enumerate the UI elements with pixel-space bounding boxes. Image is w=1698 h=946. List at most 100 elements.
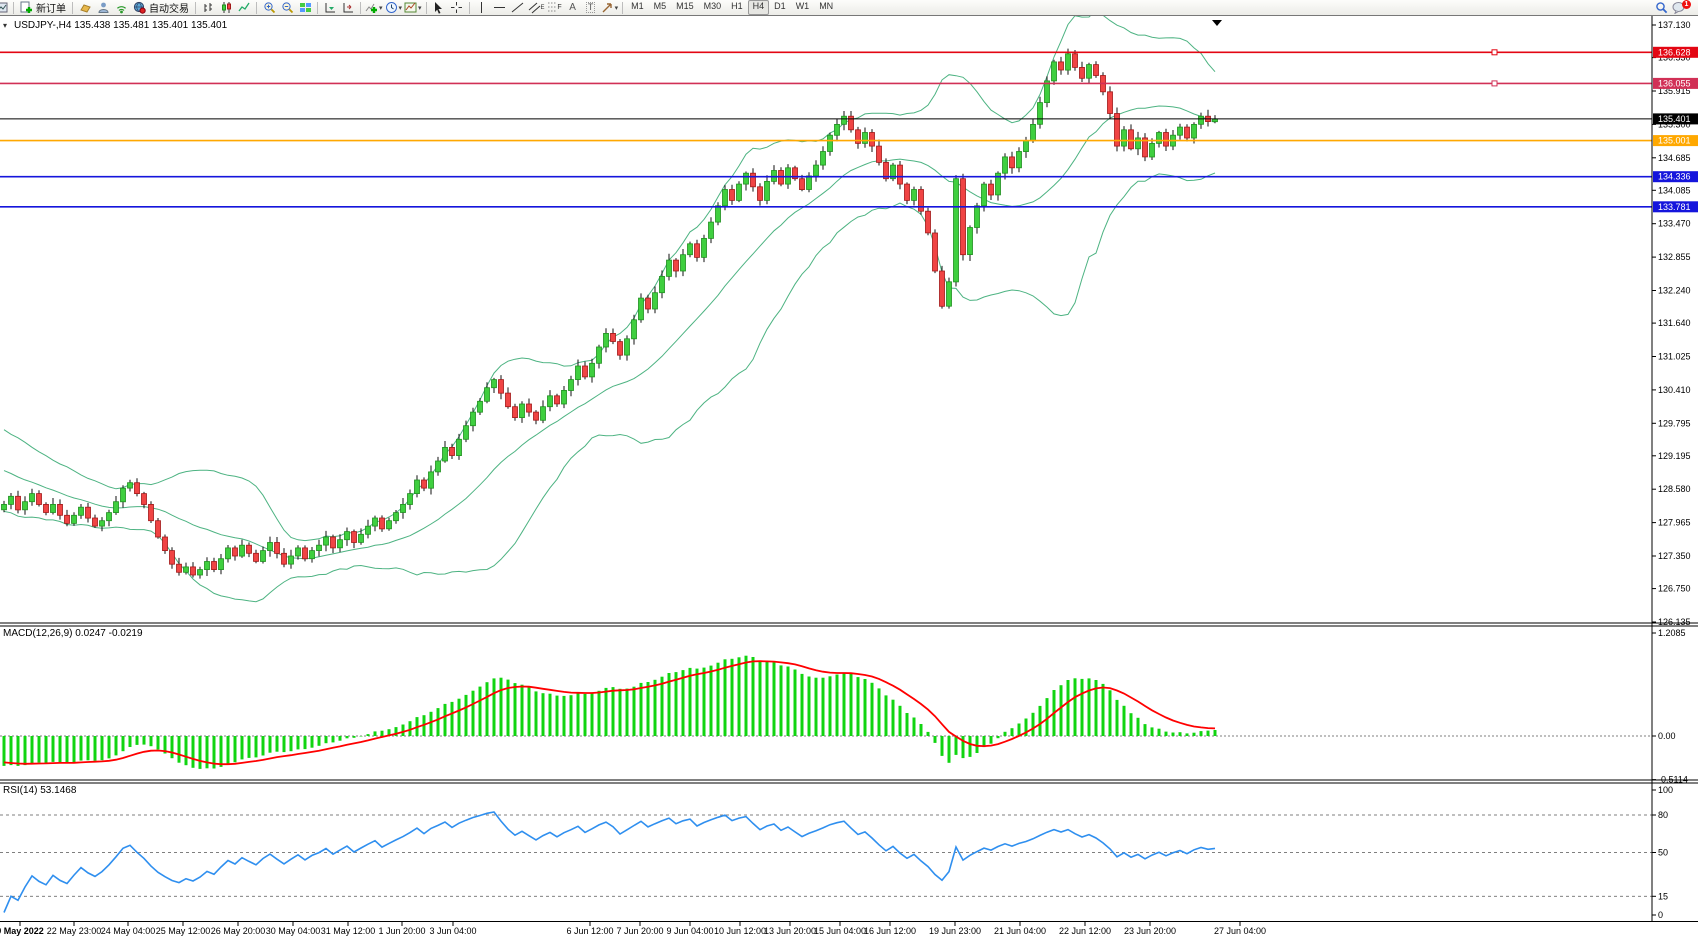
trendline-icon[interactable] bbox=[509, 1, 527, 15]
svg-text:136.055: 136.055 bbox=[1658, 78, 1691, 88]
price-label-135.001: 135.001 bbox=[1653, 135, 1698, 147]
toolbar-separator bbox=[425, 1, 427, 14]
price-line-136.055[interactable] bbox=[0, 80, 1652, 87]
dropdown-arrow-icon[interactable]: ▾ bbox=[418, 4, 422, 12]
rsi-line bbox=[3, 811, 1216, 913]
zoom-in-icon[interactable] bbox=[260, 1, 278, 15]
macd-indicator-label: MACD(12,26,9) 0.0247 -0.0219 bbox=[3, 628, 143, 639]
price-label-136.628: 136.628 bbox=[1653, 46, 1698, 58]
label-glyph: T bbox=[585, 2, 596, 13]
new-order-button[interactable]: 新订单 bbox=[17, 0, 69, 15]
svg-text:133.470: 133.470 bbox=[1658, 219, 1691, 229]
svg-text:134.085: 134.085 bbox=[1658, 185, 1691, 195]
svg-text:9 Jun 04:00: 9 Jun 04:00 bbox=[666, 926, 713, 936]
macd-signal-line bbox=[3, 660, 1216, 766]
timeframe-button-M30[interactable]: M30 bbox=[703, 1, 722, 11]
text-tool-icon[interactable]: A bbox=[564, 1, 582, 15]
timeframe-button-H1[interactable]: H1 bbox=[731, 1, 743, 11]
signals-icon[interactable] bbox=[112, 1, 130, 15]
toolbar: 新订单 自动交易 ▾ ▾ ▾ bbox=[0, 0, 1698, 16]
chart-shift-icon[interactable] bbox=[339, 1, 357, 15]
rsi-indicator-label: RSI(14) 53.1468 bbox=[3, 785, 77, 796]
candles-layer bbox=[1, 48, 1218, 579]
svg-text:129.195: 129.195 bbox=[1658, 451, 1691, 461]
svg-text:15: 15 bbox=[1658, 891, 1668, 901]
timeframe-toolbar: M1 M5 M15 M30 H1 H4 D1 W1 MN bbox=[626, 0, 838, 15]
vertical-line-icon[interactable] bbox=[473, 1, 491, 15]
price-label-135.401: 135.401 bbox=[1653, 113, 1698, 125]
equidistant-channel-icon[interactable]: E bbox=[527, 1, 546, 15]
tile-windows-icon[interactable] bbox=[296, 1, 314, 15]
periods-icon[interactable]: ▾ bbox=[384, 1, 404, 15]
dropdown-arrow-icon[interactable]: ▾ bbox=[398, 4, 403, 12]
text-glyph: A bbox=[569, 2, 576, 13]
notifications-icon[interactable]: 1 bbox=[1670, 0, 1691, 15]
svg-text:19 Jun 23:00: 19 Jun 23:00 bbox=[929, 926, 981, 936]
svg-text:3 Jun 04:00: 3 Jun 04:00 bbox=[429, 926, 476, 936]
svg-text:25 May 12:00: 25 May 12:00 bbox=[156, 926, 211, 936]
arrows-tool-icon[interactable]: ▾ bbox=[600, 1, 620, 15]
search-icon[interactable] bbox=[1652, 1, 1670, 15]
auto-trading-button[interactable]: 自动交易 bbox=[130, 0, 192, 15]
cursor-icon[interactable] bbox=[430, 1, 448, 15]
dropdown-arrow-icon[interactable]: ▾ bbox=[379, 4, 383, 12]
svg-text:126.750: 126.750 bbox=[1658, 584, 1691, 594]
candlestick-chart-icon[interactable] bbox=[217, 1, 235, 15]
templates-icon[interactable]: ▾ bbox=[403, 1, 423, 15]
svg-text:30 May 04:00: 30 May 04:00 bbox=[266, 926, 321, 936]
svg-text:137.130: 137.130 bbox=[1658, 20, 1691, 30]
market-icon[interactable] bbox=[76, 1, 94, 15]
dropdown-arrow-icon[interactable]: ▾ bbox=[614, 4, 619, 12]
svg-text:31 May 12:00: 31 May 12:00 bbox=[321, 926, 376, 936]
price-line-136.628[interactable] bbox=[0, 49, 1652, 56]
svg-text:131.025: 131.025 bbox=[1658, 352, 1691, 362]
svg-text:100: 100 bbox=[1658, 785, 1673, 795]
svg-text:135.401: 135.401 bbox=[1658, 114, 1691, 124]
new-order-icon bbox=[20, 1, 32, 13]
svg-text:135.001: 135.001 bbox=[1658, 136, 1691, 146]
timeframe-button-H4[interactable]: H4 bbox=[747, 0, 770, 15]
svg-text:129.795: 129.795 bbox=[1658, 418, 1691, 428]
price-axis[interactable]: 137.130136.530135.915135.300134.685134.0… bbox=[1651, 16, 1698, 922]
new-order-label: 新订单 bbox=[36, 4, 66, 15]
time-axis[interactable]: 9 May 2022 22 May 23:00 24 May 04:00 25 May… bbox=[0, 922, 1266, 936]
price-label-134.336: 134.336 bbox=[1653, 171, 1698, 183]
crosshair-icon[interactable] bbox=[448, 1, 466, 15]
chart-canvas[interactable]: 137.130136.530135.915135.300134.685134.0… bbox=[0, 9, 1698, 941]
chart-window-icon[interactable] bbox=[0, 1, 10, 15]
zoom-out-icon[interactable] bbox=[278, 1, 296, 15]
toolbar-separator bbox=[72, 1, 73, 14]
svg-text:22 Jun 12:00: 22 Jun 12:00 bbox=[1059, 926, 1111, 936]
indicators-add-icon[interactable]: ▾ bbox=[364, 1, 384, 15]
toolbar-separator bbox=[13, 1, 14, 14]
svg-text:27 Jun 04:00: 27 Jun 04:00 bbox=[1214, 926, 1266, 936]
svg-text:127.350: 127.350 bbox=[1658, 551, 1691, 561]
text-label-icon[interactable]: T bbox=[582, 1, 600, 15]
auto-trading-label: 自动交易 bbox=[149, 4, 189, 15]
bollinger-bands bbox=[3, 9, 1216, 603]
price-label-136.055: 136.055 bbox=[1653, 77, 1698, 89]
chart-shift-marker[interactable] bbox=[1212, 20, 1222, 26]
timeframe-button-D1[interactable]: D1 bbox=[774, 1, 786, 11]
timeframe-button-M15[interactable]: M15 bbox=[676, 1, 694, 11]
line-chart-icon[interactable] bbox=[235, 1, 253, 15]
horizontal-line-icon[interactable] bbox=[491, 1, 509, 15]
bar-chart-icon[interactable] bbox=[199, 1, 217, 15]
svg-text:24 May 04:00: 24 May 04:00 bbox=[101, 926, 156, 936]
timeframe-button-MN[interactable]: MN bbox=[819, 1, 834, 11]
notification-badge: 1 bbox=[1682, 0, 1691, 9]
community-icon[interactable] bbox=[94, 1, 112, 15]
symbol-collapse-icon[interactable]: ▾ bbox=[3, 21, 8, 30]
svg-text:80: 80 bbox=[1658, 810, 1668, 820]
timeframe-button-W1[interactable]: W1 bbox=[795, 1, 810, 11]
auto-scroll-icon[interactable] bbox=[321, 1, 339, 15]
timeframe-button-M5[interactable]: M5 bbox=[653, 1, 667, 11]
fibonacci-icon[interactable]: F bbox=[546, 1, 564, 15]
timeframe-button-M1[interactable]: M1 bbox=[631, 1, 644, 11]
svg-text:130.410: 130.410 bbox=[1658, 385, 1691, 395]
svg-text:-0.5114: -0.5114 bbox=[1658, 775, 1688, 785]
svg-text:131.640: 131.640 bbox=[1658, 318, 1691, 328]
svg-text:26 May 20:00: 26 May 20:00 bbox=[211, 926, 266, 936]
svg-text:13 Jun 20:00: 13 Jun 20:00 bbox=[764, 926, 816, 936]
svg-text:6 Jun 12:00: 6 Jun 12:00 bbox=[566, 926, 613, 936]
